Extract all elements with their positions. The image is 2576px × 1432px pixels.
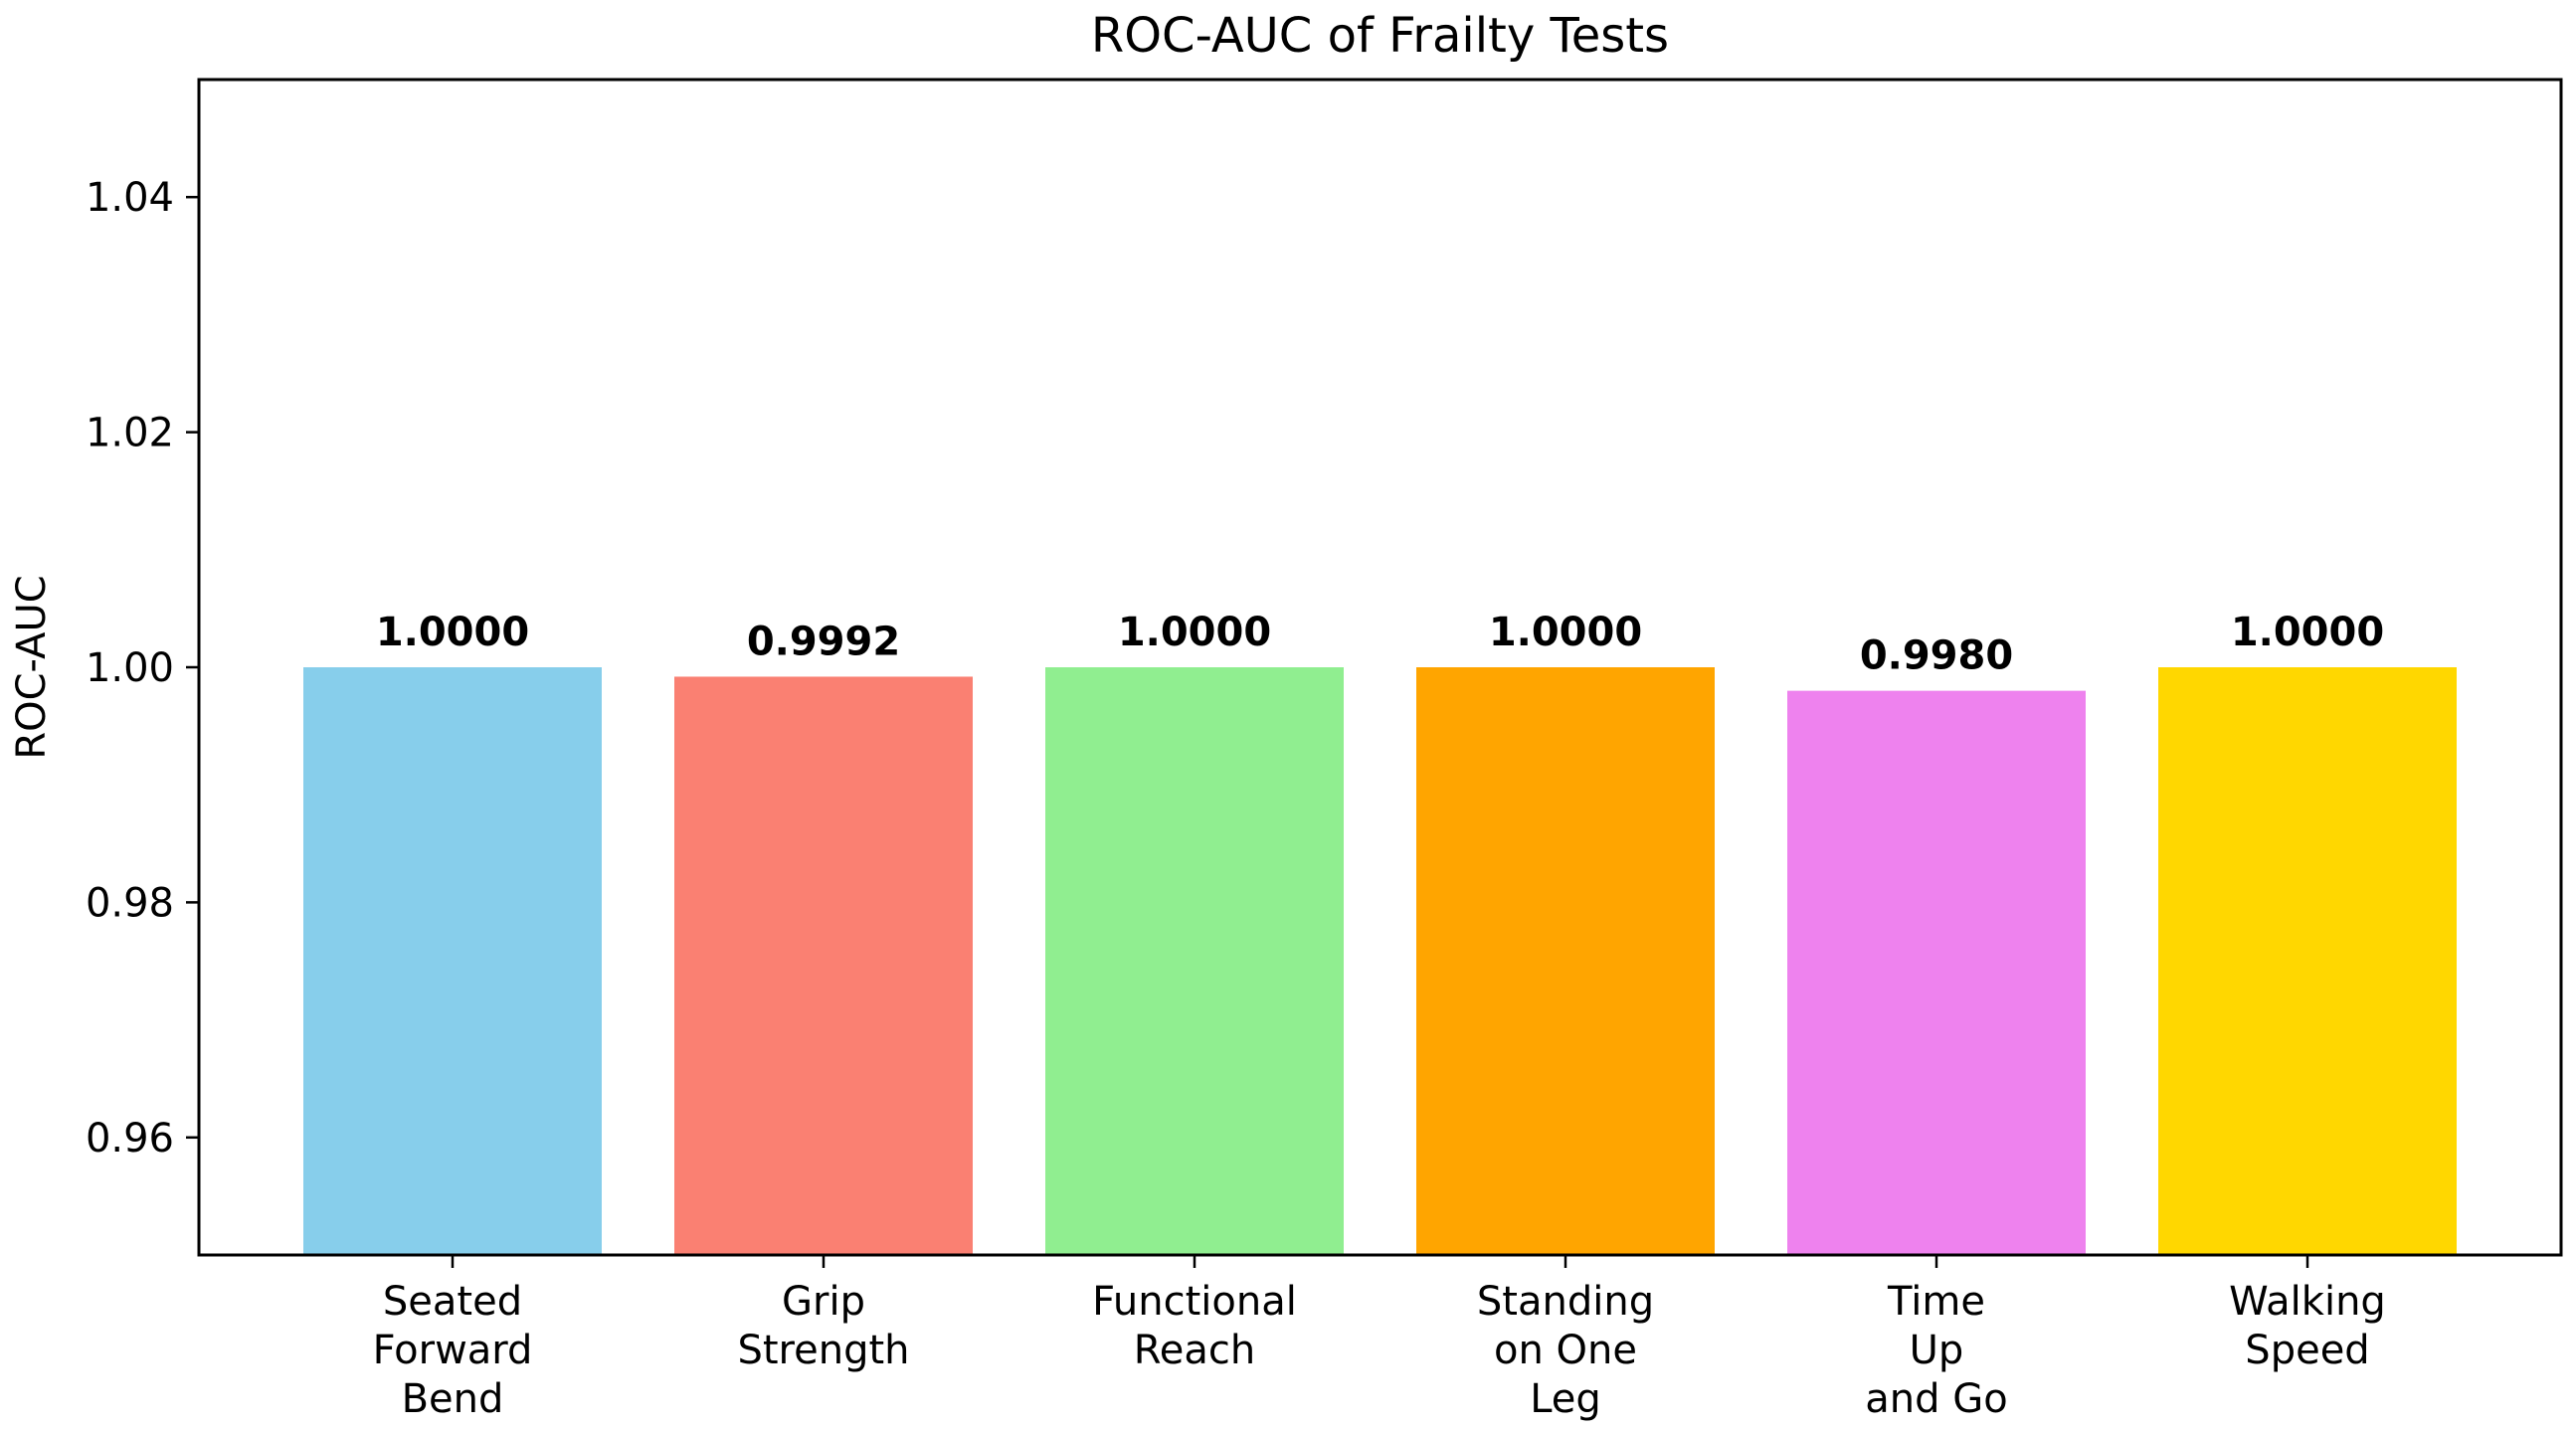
x-tick-label: Walking Speed xyxy=(2229,1279,2386,1373)
x-tick-label: Standing on One Leg xyxy=(1477,1279,1654,1422)
bar-value-label: 1.0000 xyxy=(376,610,529,655)
bar xyxy=(1787,690,2086,1255)
y-axis: 0.96 0.98 1.00 1.02 1.04 xyxy=(86,175,199,1162)
y-tick-label: 0.98 xyxy=(86,880,174,926)
bar xyxy=(1416,667,1715,1255)
bar-value-label: 1.0000 xyxy=(1489,610,1642,655)
x-tick-label: Time Up and Go xyxy=(1865,1279,2007,1422)
bar-value-label: 0.9980 xyxy=(1860,633,2013,679)
bar xyxy=(2158,667,2457,1255)
bars-group xyxy=(303,667,2457,1255)
y-tick-label: 1.00 xyxy=(86,645,174,691)
y-tick-label: 1.02 xyxy=(86,411,174,456)
y-axis-label: ROC-AUC xyxy=(9,575,55,759)
bar-value-label: 0.9992 xyxy=(747,619,900,664)
bar-value-label: 1.0000 xyxy=(2231,610,2384,655)
bar-value-label: 1.0000 xyxy=(1118,610,1271,655)
x-tick-label: Functional Reach xyxy=(1092,1279,1297,1373)
bar xyxy=(303,667,602,1255)
x-axis: Seated Forward Bend Grip Strength Functional R… xyxy=(373,1255,2386,1422)
bar xyxy=(674,676,973,1255)
x-tick-label: Grip Strength xyxy=(737,1279,909,1373)
bar xyxy=(1045,667,1344,1255)
y-tick-label: 0.96 xyxy=(86,1116,174,1162)
value-labels-group: 1.0000 0.9992 1.0000 1.0000 0.9980 1.0000 xyxy=(376,610,2384,679)
x-tick-label: Seated Forward Bend xyxy=(373,1279,533,1422)
y-tick-label: 1.04 xyxy=(86,175,174,221)
chart-title: ROC-AUC of Frailty Tests xyxy=(1091,8,1669,64)
